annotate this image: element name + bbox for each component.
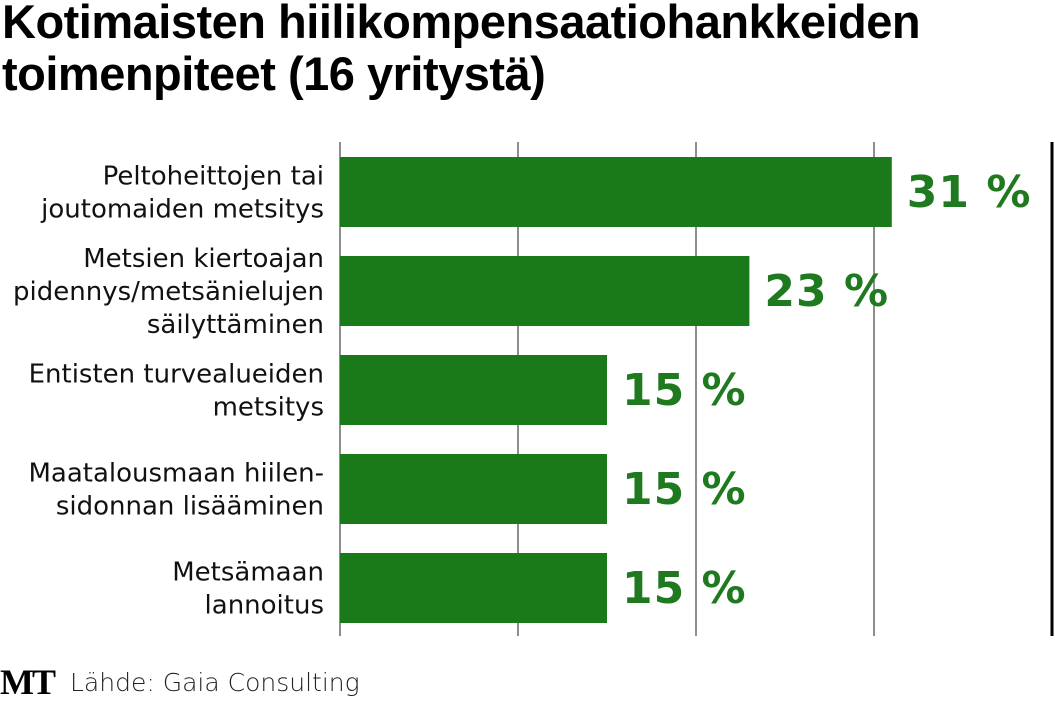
bar	[340, 157, 892, 227]
category-label: Metsien kiertoajan	[83, 244, 324, 274]
category-label: Metsämaan	[172, 558, 324, 588]
category-label: pidennys/metsänielujen	[13, 277, 324, 307]
category-label: joutomaiden metsitys	[40, 195, 324, 225]
bar	[340, 256, 750, 326]
title-line-2: toimenpiteet (16 yritystä)	[2, 47, 546, 100]
title-line-1: Kotimaisten hiilikompensaatiohankkeiden	[2, 0, 921, 48]
category-label: sidonnan lisääminen	[56, 492, 324, 522]
category-label: Entisten turvealueiden	[29, 360, 324, 390]
bar	[340, 355, 607, 425]
category-label: Maatalousmaan hiilen-	[28, 459, 324, 489]
category-label: lannoitus	[205, 591, 324, 621]
bar	[340, 553, 607, 623]
value-label: 15 %	[622, 563, 747, 614]
category-label: säilyttäminen	[147, 310, 324, 340]
source-text: Lähde: Gaia Consulting	[70, 667, 360, 697]
bar	[340, 454, 607, 524]
value-label: 31 %	[907, 167, 1032, 218]
value-label: 23 %	[764, 266, 889, 317]
footer: MT Lähde: Gaia Consulting	[0, 662, 360, 702]
chart-title: Kotimaisten hiilikompensaatiohankkeiden …	[2, 0, 921, 100]
value-label: 15 %	[622, 464, 747, 515]
category-label: Peltoheittojen tai	[103, 162, 324, 192]
category-label: metsitys	[213, 393, 324, 423]
mt-logo: MT	[0, 662, 56, 702]
value-label: 15 %	[622, 365, 747, 416]
